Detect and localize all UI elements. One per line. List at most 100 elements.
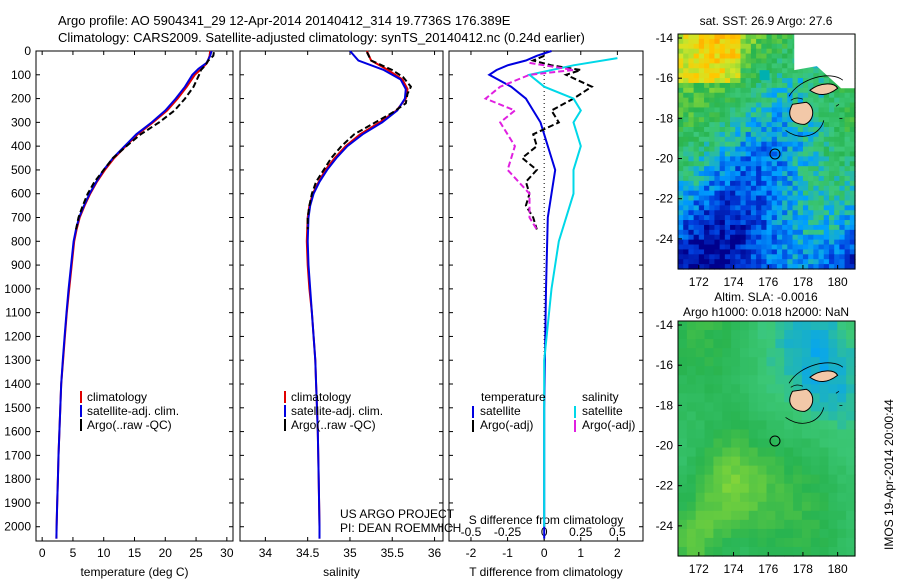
sst_map-cell: [782, 117, 788, 123]
sst_map-cell: [844, 151, 851, 157]
sst_map-cell: [776, 87, 783, 94]
sla_map-cell: [757, 492, 768, 503]
sst_map-cell: [844, 122, 851, 128]
sla_map-cell: [722, 348, 732, 358]
sst_map-cell: [839, 190, 846, 197]
sst_map-cell: [683, 48, 690, 55]
sst_map-cell: [745, 63, 752, 69]
sst_map-cell: [740, 220, 747, 226]
sst_map-cell: [724, 131, 731, 138]
sst_map-cell: [823, 131, 830, 138]
sst_map-cell: [740, 97, 747, 104]
sst_map-cell: [782, 190, 788, 197]
sst_map-cell: [813, 200, 820, 206]
sst_map-cell: [797, 146, 804, 153]
sla_map-cell: [846, 519, 856, 530]
sla_map-cell: [678, 384, 688, 394]
sst_map-cell: [787, 97, 794, 104]
sst_map-cell: [745, 220, 752, 226]
sst_map-cell: [839, 234, 846, 241]
sst_map-cell: [802, 249, 809, 255]
sst_map-cell: [678, 210, 684, 216]
sst_map-cell: [693, 63, 700, 69]
sst_map-cell: [792, 185, 799, 192]
sla_map-cell: [828, 456, 838, 467]
sst_map-cell: [683, 244, 690, 251]
reef-outline: [785, 362, 844, 424]
sla_map-cell: [819, 510, 830, 521]
sst_map-cell: [745, 171, 752, 177]
sst_map-cell: [688, 107, 695, 113]
sst_map-cell: [776, 38, 783, 45]
sst_map-cell: [756, 82, 762, 89]
sla_map-cell: [757, 537, 768, 548]
sst_map-cell: [818, 210, 825, 216]
sst_map-cell: [771, 180, 778, 187]
sst_map-cell: [735, 195, 742, 202]
sla_map-cell: [704, 339, 714, 349]
sla_map-cell: [686, 438, 697, 449]
sst_map-cell: [730, 254, 736, 260]
sla_map-cell: [793, 411, 803, 422]
sst_map-cell: [709, 244, 716, 251]
sst_map-cell: [693, 254, 700, 260]
sst_map-cell: [704, 215, 710, 221]
sla_map-cell: [810, 420, 821, 431]
sla_map-cell: [766, 375, 776, 385]
sst_map-cell: [709, 53, 716, 60]
sst_map-cell: [724, 48, 731, 55]
sst_map-cell: [698, 190, 705, 197]
sst_map-cell: [704, 136, 710, 143]
sst_map-cell: [709, 259, 716, 265]
sst_map-cell: [823, 210, 830, 216]
sla_map-cell: [731, 456, 741, 467]
sst_map-cell: [802, 141, 809, 148]
sst_map-cell: [813, 102, 820, 109]
sst_map-cell: [719, 185, 726, 192]
sst_map-cell: [693, 34, 700, 40]
sst_map-cell: [704, 259, 710, 265]
sst_map-cell: [709, 161, 716, 167]
sst_map-cell: [750, 180, 757, 187]
sla_map-cell: [731, 366, 741, 376]
sst_map-cell: [745, 122, 752, 128]
sst_map-ytick-label: -18: [656, 111, 674, 125]
sst_map-cell: [839, 205, 846, 211]
depth-tick-label: 200: [11, 92, 31, 106]
sla_map-cell: [731, 546, 741, 557]
sst_map-cell: [839, 107, 846, 113]
sst_map-cell: [709, 58, 716, 64]
sst_map-cell: [678, 53, 684, 60]
sla_map-cell: [748, 366, 759, 376]
sst_map-cell: [776, 122, 783, 128]
sla_map-cell: [775, 402, 785, 412]
sst_map-cell: [678, 200, 684, 206]
sla_map-cell: [784, 339, 794, 349]
sst_map-cell: [792, 97, 799, 104]
sla_map-cell: [801, 348, 812, 358]
sst_map-cell: [745, 249, 752, 255]
sla_map-cell: [828, 528, 838, 539]
sst_map-cell: [808, 259, 814, 265]
sst_map-cell: [802, 264, 809, 270]
sst_map-cell: [678, 215, 684, 221]
sst_map-cell: [750, 205, 757, 211]
sst_map-cell: [688, 215, 695, 221]
sst_map-cell: [771, 220, 778, 226]
sla_map-cell: [722, 465, 732, 476]
sst_map-cell: [761, 122, 768, 128]
sst_map-cell: [693, 249, 700, 255]
sst_map-cell: [782, 107, 788, 113]
sst_map-cell: [844, 166, 851, 172]
sla_map-cell: [846, 420, 856, 431]
sla_map-cell: [704, 348, 714, 358]
sst_map-cell: [782, 156, 788, 162]
sst_map-cell: [745, 117, 752, 123]
sst_map-cell: [693, 220, 700, 226]
sst_map-cell: [844, 259, 851, 265]
sst_map-cell: [761, 87, 768, 94]
sst_map-cell: [730, 200, 736, 206]
sst_map-cell: [693, 136, 700, 143]
sst_map-cell: [745, 82, 752, 89]
sla_map-cell: [678, 510, 688, 521]
